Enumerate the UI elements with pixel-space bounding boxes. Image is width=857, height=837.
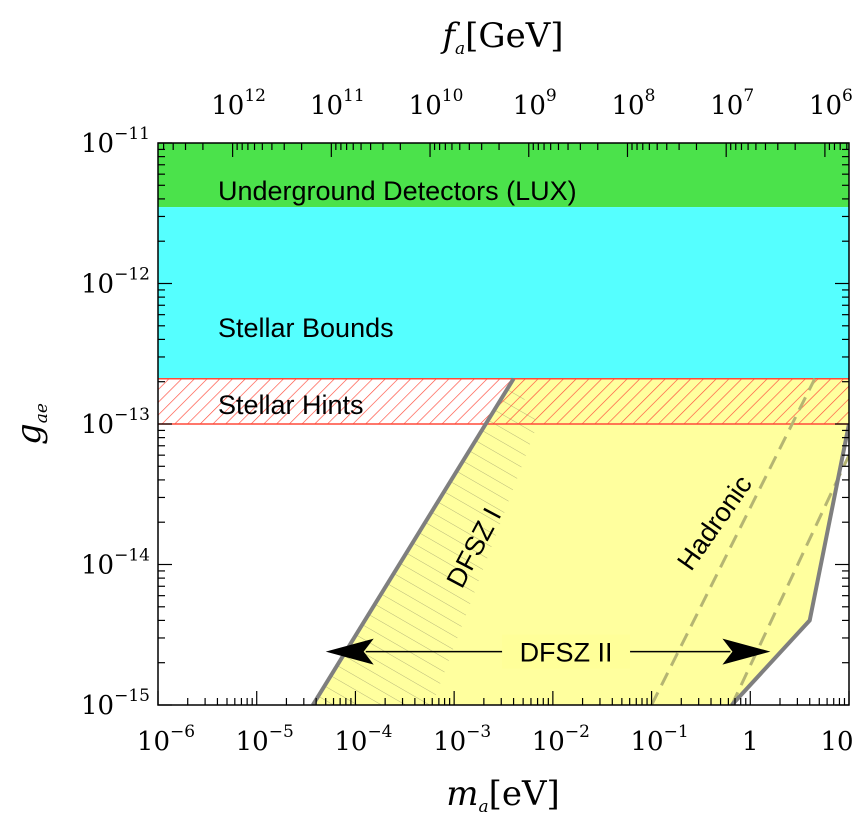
- y-tick-label: 10−12: [81, 265, 150, 300]
- top-tick-label: 1011: [310, 86, 365, 121]
- label-stellar-bounds: Stellar Bounds: [218, 313, 394, 343]
- y-tick-label: 10−14: [81, 546, 150, 581]
- y-tick-label: 10−13: [81, 405, 150, 440]
- dfsz-ii-label-background: [502, 634, 631, 669]
- top-tick-label: 108: [612, 86, 656, 121]
- x-tick-label: 10−4: [334, 722, 392, 757]
- x-tick-labels: 10−6 10−5 10−4 10−3 10−2 10−1 1 10: [137, 722, 854, 757]
- dfsz-ii-arrow: [325, 634, 771, 669]
- label-dfsz-ii: DFSZ II: [520, 638, 613, 668]
- plot-area: [158, 143, 849, 705]
- axis-ticks: [157, 142, 850, 706]
- top-tick-label: 109: [513, 86, 557, 121]
- x-tick-label: 10−3: [433, 722, 491, 757]
- hadronic-line-1: [650, 378, 817, 705]
- top-tick-labels: 1012 1011 1010 109 108 107 106: [211, 86, 853, 121]
- label-underground-detectors: Underground Detectors (LUX): [218, 176, 577, 206]
- hadronic-line-2: [730, 454, 849, 705]
- y-tick-labels: 10−15 10−14 10−13 10−12 10−11: [81, 124, 150, 721]
- x-tick-label: 10−1: [630, 722, 688, 757]
- arrow-head-right: [722, 638, 771, 665]
- top-tick-label: 1012: [211, 86, 266, 121]
- top-tick-label: 1010: [409, 86, 464, 121]
- x-tick-label: 1: [742, 727, 759, 757]
- dfsz-i-hatched-region: [312, 378, 538, 705]
- band-underground-detectors: [158, 143, 849, 208]
- x-tick-label: 10−2: [532, 722, 590, 757]
- x-tick-label: 10: [820, 727, 853, 757]
- top-axis-title: fa[GeV]: [439, 16, 563, 59]
- x-tick-label: 10−6: [137, 722, 195, 757]
- arrow-head-left: [325, 638, 374, 665]
- top-tick-label: 106: [809, 86, 853, 121]
- x-axis-title: ma[eV]: [446, 774, 560, 817]
- y-tick-label: 10−11: [81, 124, 150, 159]
- band-stellar-hints: [158, 378, 849, 424]
- band-stellar-bounds: [158, 207, 849, 379]
- hadronic-lines: [650, 378, 849, 705]
- label-stellar-hints: Stellar Hints: [218, 390, 364, 420]
- x-tick-label: 10−5: [236, 722, 294, 757]
- y-axis-title: gae: [9, 403, 52, 445]
- dfsz-right-boundary: [730, 423, 849, 705]
- y-tick-label: 10−15: [81, 686, 150, 721]
- top-tick-label: 107: [710, 86, 754, 121]
